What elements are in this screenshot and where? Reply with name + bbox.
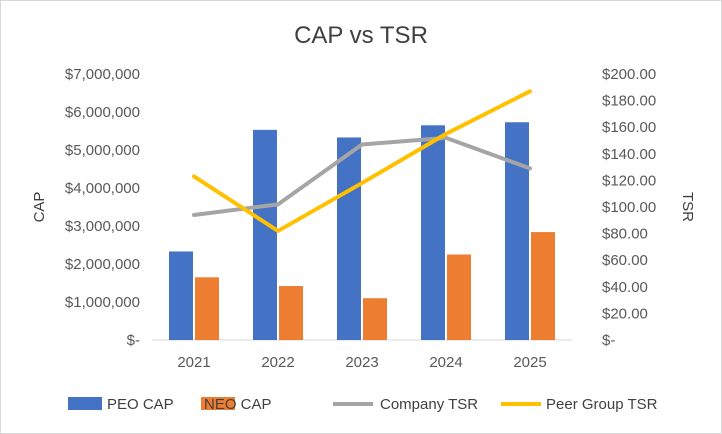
right-axis-tick-label: $200.00 — [602, 66, 656, 83]
neo-cap-bar — [279, 286, 303, 340]
right-axis-tick-label: $60.00 — [602, 252, 648, 269]
right-axis-tick-label: $80.00 — [602, 226, 648, 243]
x-axis-tick-label: 2021 — [177, 354, 210, 371]
legend-label-neo-cap: NEO CAP — [204, 396, 272, 413]
neo-cap-bar — [531, 232, 555, 340]
x-axis-tick-label: 2023 — [345, 354, 378, 371]
x-axis-tick-label: 2025 — [513, 354, 546, 371]
left-axis-tick-label: $4,000,000 — [65, 180, 140, 197]
right-axis-tick-label: $- — [602, 332, 615, 349]
left-axis-tick-label: $- — [127, 332, 140, 349]
right-axis-tick-label: $160.00 — [602, 119, 656, 136]
neo-cap-bar — [447, 254, 471, 340]
legend-swatch-neo-cap — [201, 397, 235, 410]
peo-cap-bar — [505, 122, 529, 340]
company-tsr-line — [192, 135, 532, 217]
peo-cap-bar — [421, 125, 445, 340]
right-axis-title: TSR — [679, 192, 696, 222]
x-axis-tick-label: 2022 — [261, 354, 294, 371]
left-axis-tick-label: $3,000,000 — [65, 218, 140, 235]
right-axis-tick-label: $100.00 — [602, 199, 656, 216]
legend-label-peo-cap: PEO CAP — [107, 396, 174, 413]
neo-cap-bar — [195, 277, 219, 340]
right-axis-tick-label: $120.00 — [602, 172, 656, 189]
x-axis-tick-label: 2024 — [429, 354, 462, 371]
legend-label-peer-group-tsr: Peer Group TSR — [546, 396, 658, 413]
legend-label-company-tsr: Company TSR — [380, 396, 478, 413]
right-axis-tick-label: $20.00 — [602, 305, 648, 322]
peo-cap-bar — [253, 129, 277, 340]
left-axis-tick-label: $7,000,000 — [65, 66, 140, 83]
left-axis-title: CAP — [31, 192, 48, 223]
right-axis-tick-label: $140.00 — [602, 146, 656, 163]
left-axis-tick-label: $2,000,000 — [65, 256, 140, 273]
peer-group-tsr-line — [192, 89, 532, 233]
chart-title: CAP vs TSR — [294, 22, 428, 49]
right-axis-tick-label: $180.00 — [602, 93, 656, 110]
neo-cap-bar — [363, 298, 387, 340]
left-axis-tick-label: $1,000,000 — [65, 294, 140, 311]
legend-swatch-peo-cap — [68, 397, 102, 410]
peo-cap-bar — [169, 251, 193, 340]
right-axis-tick-label: $40.00 — [602, 279, 648, 296]
peo-cap-bar — [337, 137, 361, 340]
left-axis-tick-label: $5,000,000 — [65, 142, 140, 159]
left-axis-tick-label: $6,000,000 — [65, 104, 140, 121]
